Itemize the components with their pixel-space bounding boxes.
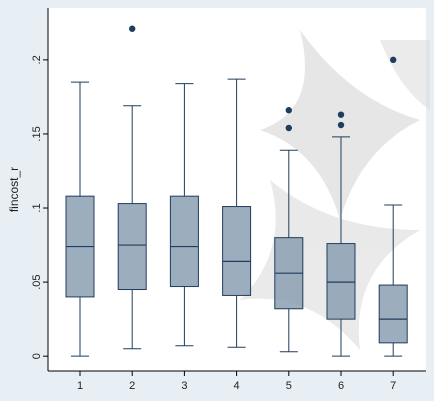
iqr-box [117,203,147,291]
x-tick-label: 1 [77,380,83,392]
y-tick-label: .05 [31,274,43,289]
boxes-group [65,25,408,357]
y-axis: 0 .05 .1 .15 .2 fincost_r [7,8,49,371]
outlier-point [337,111,345,118]
iqr-box [169,195,199,288]
x-tick-label: 2 [129,380,135,392]
box-7 [378,56,408,357]
x-tick-label: 4 [234,380,240,392]
outlier-point [285,124,292,132]
box-1 [65,81,95,357]
y-tick-label: .2 [31,55,43,64]
y-tick-label: .15 [31,126,43,141]
box-3 [169,83,199,347]
y-axis-title: fincost_r [7,167,21,212]
outlier-point [285,107,292,114]
x-ticks: 1 2 3 4 5 6 7 [77,371,396,392]
box-6 [326,111,356,357]
outlier-point [337,121,345,129]
iqr-box [222,206,252,296]
y-tick-label: .1 [31,203,43,212]
box-5 [274,107,304,353]
y-tick-label: 0 [31,353,43,359]
box-2 [117,25,147,350]
x-tick-label: 7 [390,380,396,392]
x-tick-label: 3 [181,380,187,392]
outlier-point [390,56,397,64]
x-axis: 1 2 3 4 5 6 7 [48,370,426,392]
x-tick-label: 6 [338,380,344,392]
outlier-point [129,25,136,32]
iqr-box [326,243,356,320]
box-4 [222,78,252,348]
iqr-box [378,284,408,344]
y-ticks: 0 .05 .1 .15 .2 [31,55,48,359]
x-tick-label: 5 [286,380,292,392]
